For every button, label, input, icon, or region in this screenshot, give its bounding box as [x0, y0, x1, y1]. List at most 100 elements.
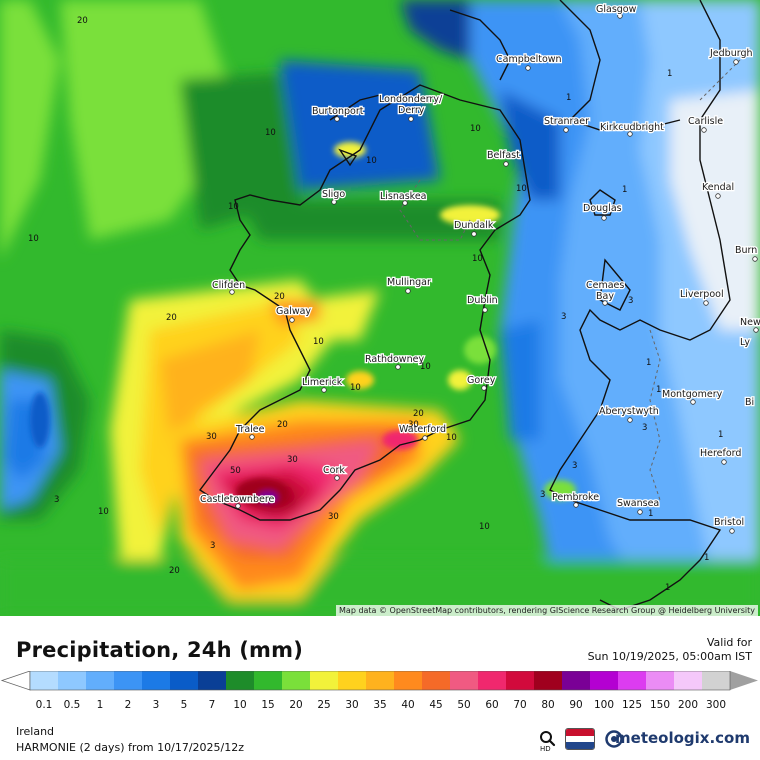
city-lisnaskea[interactable]: Lisnaskea	[379, 190, 428, 206]
city-carlisle[interactable]: Carlisle	[687, 115, 725, 133]
city-tralee[interactable]: Tralee	[234, 423, 266, 440]
city-gorey[interactable]: Gorey	[466, 374, 497, 391]
svg-text:Hereford: Hereford	[700, 448, 741, 459]
map-canvas: Glasgow Campbeltown Jedburgh Londonderry…	[0, 0, 760, 616]
brand-name[interactable]: meteologix.com	[615, 729, 750, 747]
map-attribution[interactable]: Map data © OpenStreetMap contributors, r…	[336, 605, 758, 616]
contour-label: 1	[665, 583, 670, 593]
city-stranraer[interactable]: Stranraer	[543, 115, 590, 133]
city-liverpool[interactable]: Liverpool	[679, 288, 725, 306]
city-swansea[interactable]: Swansea	[616, 497, 661, 515]
precip-cells	[30, 142, 576, 506]
city-glasgow[interactable]: Glasgow	[595, 3, 638, 19]
legend-tick-label: 200	[678, 699, 698, 711]
city-birmingham[interactable]: Bi	[744, 396, 756, 410]
svg-text:Glasgow: Glasgow	[596, 4, 637, 15]
svg-text:Tralee: Tralee	[235, 424, 265, 435]
legend-tick-label: 2	[125, 699, 132, 711]
model-run-label: HARMONIE (2 days) from 10/17/2025/12z	[16, 741, 245, 754]
city-campbeltown[interactable]: Campbeltown	[495, 53, 563, 71]
city-castletownbere[interactable]: Castletownbere	[199, 493, 276, 509]
contour-label: 10	[98, 507, 109, 517]
city-dublin[interactable]: Dublin	[466, 294, 499, 313]
legend-tick-label: 80	[541, 699, 554, 711]
legend-tick-label: 5	[181, 699, 188, 711]
legend-tick-label: 15	[261, 699, 274, 711]
svg-text:Ly: Ly	[740, 337, 750, 348]
legend-swatch	[702, 671, 731, 690]
precipitation-map[interactable]: Glasgow Campbeltown Jedburgh Londonderry…	[0, 0, 760, 616]
legend-swatch	[58, 671, 87, 690]
city-limerick[interactable]: Limerick	[301, 376, 344, 393]
contour-label: 10	[446, 433, 457, 443]
netherlands-flag-icon[interactable]	[565, 728, 595, 750]
svg-text:Limerick: Limerick	[302, 377, 343, 388]
legend-tick-label: 125	[622, 699, 642, 711]
svg-text:Cemaes: Cemaes	[586, 280, 624, 291]
city-kirkcudbright[interactable]: Kirkcudbright	[599, 121, 665, 137]
svg-text:Carlisle: Carlisle	[688, 116, 723, 127]
legend-swatch	[506, 671, 535, 690]
legend-tick-label: 1	[97, 699, 104, 711]
precip-field	[0, 0, 760, 616]
contour-label: 1	[566, 93, 571, 103]
legend-swatch	[646, 671, 675, 690]
contour-label: 3	[540, 490, 545, 500]
contour-label: 10	[420, 362, 431, 372]
city-galway[interactable]: Galway	[275, 305, 313, 323]
city-pembroke[interactable]: Pembroke	[551, 491, 600, 508]
city-sligo[interactable]: Sligo	[321, 188, 347, 205]
city-douglas[interactable]: Douglas	[582, 202, 623, 221]
city-cork[interactable]: Cork	[322, 464, 347, 481]
city-belfast[interactable]: Belfast	[486, 149, 521, 167]
contour-label: 30	[408, 420, 419, 430]
meteologix-logo-icon	[605, 730, 623, 748]
legend-swatch	[590, 671, 619, 690]
city-montgomery[interactable]: Montgomery	[661, 388, 724, 405]
legend-swatch	[142, 671, 171, 690]
legend-swatch	[282, 671, 311, 690]
svg-text:Gorey: Gorey	[467, 375, 496, 386]
legend-swatch	[534, 671, 563, 690]
city-clifden[interactable]: Clifden	[211, 279, 246, 295]
legend-swatch	[366, 671, 395, 690]
city-kendal[interactable]: Kendal	[701, 181, 735, 199]
legend-tick-label: 0.5	[64, 699, 81, 711]
contour-label: 10	[228, 202, 239, 212]
contour-label: 30	[206, 432, 217, 442]
city-rathdowney[interactable]: Rathdowney	[364, 353, 426, 370]
svg-text:Clifden: Clifden	[212, 280, 245, 291]
city-waterford[interactable]: Waterford	[398, 423, 447, 441]
svg-text:Montgomery: Montgomery	[662, 389, 723, 400]
city-newcastle[interactable]: Newc Ly	[739, 316, 760, 350]
region-label: Ireland	[16, 725, 55, 738]
legend-swatch	[86, 671, 115, 690]
legend-swatch	[226, 671, 255, 690]
city-londonderry[interactable]: Londonderry/Derry	[378, 93, 444, 122]
city-mullingar[interactable]: Mullingar	[386, 276, 432, 294]
legend-swatch	[394, 671, 423, 690]
map-title: Precipitation, 24h (mm)	[16, 638, 304, 662]
svg-text:Newc: Newc	[740, 317, 760, 328]
city-dundalk[interactable]: Dundalk	[453, 219, 495, 237]
svg-text:Swansea: Swansea	[617, 498, 659, 509]
city-burn[interactable]: Burn	[734, 244, 759, 262]
legend-right-arrow	[730, 671, 758, 690]
zoom-hd-icon[interactable]: HD	[538, 730, 556, 753]
coastlines	[198, 0, 731, 611]
contour-label: 10	[479, 522, 490, 532]
svg-text:Kirkcudbright: Kirkcudbright	[600, 122, 664, 133]
city-hereford[interactable]: Hereford	[699, 447, 743, 465]
svg-text:Douglas: Douglas	[583, 203, 622, 214]
city-aberystwyth[interactable]: Aberystwyth	[598, 405, 660, 423]
contour-label: 20	[277, 420, 288, 430]
city-jedburgh[interactable]: Jedburgh	[708, 47, 754, 65]
contour-label: 1	[622, 185, 627, 195]
legend-tick-label: 50	[457, 699, 470, 711]
city-burtonport[interactable]: Burtonport	[311, 105, 365, 122]
legend-tick-label: 7	[209, 699, 216, 711]
legend-tick-label: 45	[429, 699, 442, 711]
contour-label: 1	[648, 509, 653, 519]
city-bristol[interactable]: Bristol	[713, 516, 746, 534]
